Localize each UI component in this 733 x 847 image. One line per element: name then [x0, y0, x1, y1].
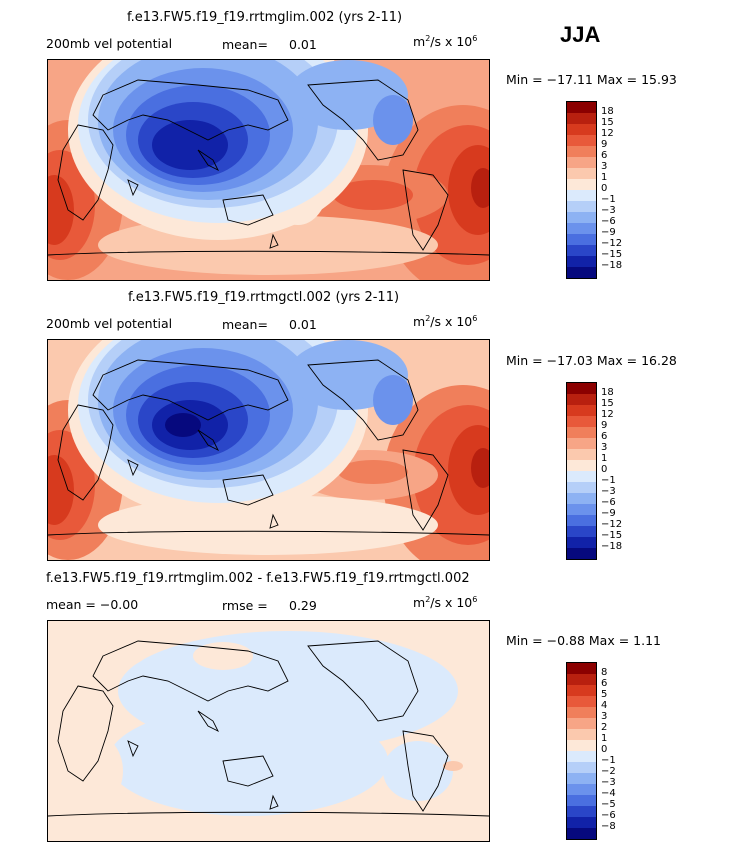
colorbar-label: −3 [601, 205, 616, 216]
colorbar-label: 0 [601, 183, 608, 194]
colorbar-label: −3 [601, 486, 616, 497]
colorbar-label: −8 [601, 821, 616, 832]
colorbar-label: 0 [601, 464, 608, 475]
colorbar-label: −2 [601, 766, 616, 777]
panel1-field-label: 200mb vel potential [46, 36, 173, 51]
colorbar-label: −5 [601, 799, 616, 810]
colorbar-label: −6 [601, 810, 616, 821]
colorbar-label: 5 [601, 689, 608, 700]
panel2-mean-value: 0.01 [289, 317, 317, 332]
colorbar-label: 0 [601, 744, 608, 755]
colorbar-label: 2 [601, 722, 608, 733]
colorbar-label: −9 [601, 227, 616, 238]
colorbar-label: 3 [601, 711, 608, 722]
panel2-map [47, 339, 490, 561]
colorbar-label: 18 [601, 387, 614, 398]
colorbar-label: 3 [601, 442, 608, 453]
colorbar-label: −12 [601, 519, 623, 530]
panel1-colorbar-swatches [566, 101, 597, 279]
colorbar-label: 4 [601, 700, 608, 711]
colorbar-label: 9 [601, 139, 608, 150]
colorbar-label: −12 [601, 238, 623, 249]
panel2-title: f.e13.FW5.f19_f19.rrtmgctl.002 (yrs 2-11… [128, 290, 400, 305]
colorbar-label: 6 [601, 431, 608, 442]
panel3-mean: mean = −0.00 [46, 597, 139, 612]
panel3-map [47, 620, 490, 842]
colorbar-label: 15 [601, 117, 614, 128]
panel3-rmse-label: rmse = [222, 598, 268, 613]
colorbar-label: 1 [601, 453, 608, 464]
panel2-colorbar-swatches [566, 382, 597, 560]
panel2-units: m2/s x 106 [413, 314, 478, 330]
colorbar-label: −6 [601, 497, 616, 508]
colorbar-label: −1 [601, 475, 616, 486]
colorbar-label: 9 [601, 420, 608, 431]
panel2-mean-label: mean= [222, 317, 268, 332]
colorbar-label: −15 [601, 530, 623, 541]
panel3-units: m2/s x 106 [413, 595, 478, 611]
colorbar-label: 1 [601, 172, 608, 183]
colorbar-label: −1 [601, 755, 616, 766]
panel3-title: f.e13.FW5.f19_f19.rrtmglim.002 - f.e13.F… [46, 571, 470, 586]
colorbar-label: 6 [601, 150, 608, 161]
colorbar-label: 18 [601, 106, 614, 117]
colorbar-label: 15 [601, 398, 614, 409]
colorbar-label: 6 [601, 678, 608, 689]
panel1-mean-label: mean= [222, 37, 268, 52]
panel1-minmax: Min = −17.11 Max = 15.93 [506, 72, 677, 87]
panel1-units: m2/s x 106 [413, 34, 478, 50]
colorbar-label: 12 [601, 409, 614, 420]
colorbar-label: 8 [601, 667, 608, 678]
panel1-mean-value: 0.01 [289, 37, 317, 52]
colorbar-label: 1 [601, 733, 608, 744]
panel3-minmax: Min = −0.88 Max = 1.11 [506, 633, 661, 648]
colorbar-label: −6 [601, 216, 616, 227]
colorbar-label: −18 [601, 541, 623, 552]
colorbar-label: −18 [601, 260, 623, 271]
colorbar-label: −15 [601, 249, 623, 260]
colorbar-label: −1 [601, 194, 616, 205]
colorbar-label: 3 [601, 161, 608, 172]
panel3-rmse-value: 0.29 [289, 598, 317, 613]
panel3-colorbar-swatches [566, 662, 597, 840]
panel1-title: f.e13.FW5.f19_f19.rrtmglim.002 (yrs 2-11… [127, 10, 403, 25]
panel2-field-label: 200mb vel potential [46, 316, 173, 331]
season-label: JJA [560, 22, 601, 47]
colorbar-label: −4 [601, 788, 616, 799]
panel2-minmax: Min = −17.03 Max = 16.28 [506, 353, 677, 368]
colorbar-label: −9 [601, 508, 616, 519]
panel1-map [47, 59, 490, 281]
colorbar-label: 12 [601, 128, 614, 139]
colorbar-label: −3 [601, 777, 616, 788]
